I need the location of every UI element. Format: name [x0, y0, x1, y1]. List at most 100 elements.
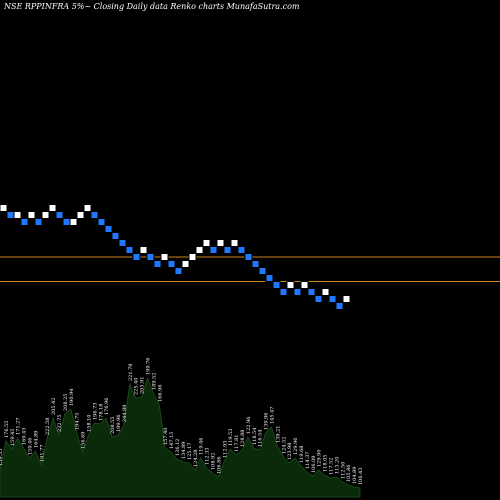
volume-label-10: 232.75	[57, 415, 63, 433]
volume-label-26: 189.52	[151, 373, 157, 391]
renko-brick-20-up	[139, 246, 148, 254]
renko-brick-28-up	[195, 246, 204, 254]
renko-brick-47-down	[328, 295, 337, 303]
renko-brick-12-up	[83, 204, 92, 212]
volume-label-14: 156.69	[81, 432, 87, 450]
renko-brick-1-down	[6, 211, 15, 219]
renko-brick-3-down	[20, 218, 29, 226]
volume-label-50: 129.96	[293, 438, 299, 456]
volume-label-40: 117.81	[234, 435, 240, 453]
volume-area	[0, 376, 361, 498]
volume-label-5: 159.46	[28, 438, 34, 456]
volume-label-53: 106.09	[311, 456, 317, 474]
volume-label-42: 122.96	[246, 417, 252, 435]
volume-label-48: 124.52	[281, 437, 287, 455]
volume-area-shape	[0, 376, 361, 498]
volume-label-20: 199.96	[116, 415, 122, 433]
renko-brick-7-up	[48, 204, 57, 212]
volume-label-47: 139.21	[275, 426, 281, 444]
renko-brick-30-down	[209, 246, 218, 254]
volume-label-12: 190.94	[69, 389, 75, 407]
renko-brick-45-down	[314, 295, 323, 303]
renko-brick-43-up	[300, 281, 309, 289]
renko-brick-15-down	[104, 225, 113, 233]
renko-brick-49-up	[342, 295, 351, 303]
renko-brick-21-down	[146, 253, 155, 261]
volume-label-13: 194.75	[75, 413, 81, 431]
renko-brick-46-up	[321, 288, 330, 296]
renko-brick-37-down	[258, 267, 267, 275]
volume-label-3: 171.27	[16, 418, 22, 436]
renko-brick-42-down	[293, 288, 302, 296]
volume-label-1: 176.55	[4, 421, 10, 439]
volume-label-58: 112.50	[340, 462, 346, 480]
renko-brick-6-up	[41, 211, 50, 219]
renko-brick-18-down	[125, 246, 134, 254]
renko-brick-4-up	[27, 211, 36, 219]
volume-label-54: 129.90	[317, 450, 323, 468]
renko-brick-14-down	[97, 218, 106, 226]
volume-label-22: 221.78	[128, 364, 134, 382]
volume-label-43: 118.54	[252, 428, 258, 446]
volume-label-23: 225.40	[134, 378, 140, 396]
volume-label-38: 112.93	[222, 441, 228, 459]
volume-label-34: 119.46	[199, 438, 205, 456]
renko-brick-33-up	[230, 239, 239, 247]
volume-label-0: 159.35	[0, 449, 4, 467]
renko-brick-32-down	[223, 246, 232, 254]
volume-label-31: 134.89	[181, 442, 187, 460]
renko-brick-38-down	[265, 274, 274, 282]
renko-brick-22-down	[153, 260, 162, 268]
volume-label-4: 169.43	[22, 428, 28, 446]
volume-label-51: 119.68	[299, 446, 305, 464]
renko-brick-10-up	[69, 218, 78, 226]
volume-label-60: 104.89	[352, 467, 358, 485]
volume-label-28: 157.40	[163, 428, 169, 446]
renko-brick-36-down	[251, 260, 260, 268]
renko-brick-31-up	[216, 239, 225, 247]
volume-label-41: 128.88	[240, 430, 246, 448]
renko-brick-25-down	[174, 267, 183, 275]
volume-label-59: 105.86	[346, 465, 352, 483]
volume-label-8: 222.58	[45, 418, 51, 436]
renko-brick-19-down	[132, 253, 141, 261]
volume-label-7: 191.77	[39, 445, 45, 463]
volume-label-9: 205.42	[51, 398, 57, 416]
volume-label-57: 113.20	[334, 457, 340, 475]
renko-brick-0-up	[0, 204, 8, 212]
renko-brick-40-down	[279, 288, 288, 296]
volume-label-44: 116.54	[258, 430, 264, 448]
renko-brick-39-down	[272, 281, 281, 289]
volume-label-2: 159.45	[10, 429, 16, 447]
renko-brick-34-down	[237, 246, 246, 254]
volume-label-32: 125.17	[187, 443, 193, 461]
volume-label-19: 208.55	[110, 417, 116, 435]
renko-brick-2-up	[13, 211, 22, 219]
renko-brick-9-down	[62, 218, 71, 226]
renko-brick-44-down	[307, 288, 316, 296]
renko-brick-16-down	[111, 232, 120, 240]
renko-brick-8-down	[55, 211, 64, 219]
volume-label-36: 108.92	[210, 453, 216, 471]
volume-label-30: 136.12	[175, 439, 181, 457]
volume-label-37: 106.86	[216, 457, 222, 475]
renko-brick-35-down	[244, 253, 253, 261]
renko-brick-5-down	[34, 218, 43, 226]
renko-brick-26-up	[181, 260, 190, 268]
volume-label-6: 164.89	[33, 431, 39, 449]
volume-label-16: 196.73	[92, 403, 98, 421]
renko-brick-23-up	[160, 253, 169, 261]
volume-label-61: 106.43	[358, 468, 364, 486]
volume-label-25: 199.76	[146, 358, 152, 376]
volume-label-17: 178.18	[98, 404, 104, 422]
volume-label-29: 147.15	[169, 432, 175, 450]
volume-label-55: 118.05	[323, 455, 329, 473]
chart-title: NSE RPPINFRA 5%~ Closing Daily data Renk…	[3, 2, 300, 11]
volume-label-52: 114.37	[305, 452, 311, 470]
renko-brick-13-down	[90, 211, 99, 219]
volume-label-18: 176.96	[104, 398, 110, 416]
volume-label-35: 112.33	[205, 448, 211, 466]
